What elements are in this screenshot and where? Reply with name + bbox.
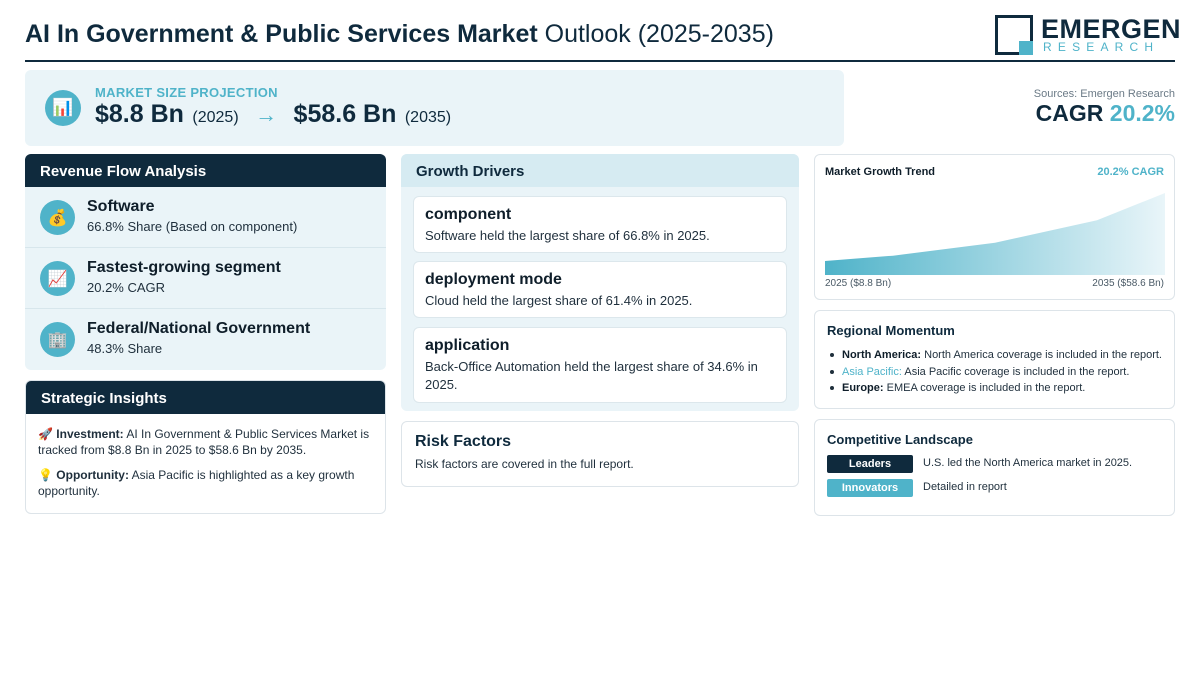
- growth-area-series: [825, 193, 1165, 275]
- driver-title: application: [425, 337, 510, 354]
- end-year: (2035): [404, 109, 452, 126]
- region-text: EMEA coverage is included in the report.: [886, 382, 1086, 394]
- lightbulb-icon: 💡: [38, 468, 53, 482]
- market-growth-chart: Market Growth Trend 20.2% CAGR 2025 ($8.…: [814, 154, 1175, 300]
- competitive-landscape-panel: Competitive Landscape Leaders U.S. led t…: [814, 419, 1175, 516]
- start-value: $8.8 Bn: [95, 100, 184, 128]
- growth-drivers-title: Growth Drivers: [401, 154, 799, 187]
- risk-factors-title: Risk Factors: [415, 433, 512, 450]
- market-size-projection: 📊 MARKET SIZE PROJECTION $8.8 Bn (2025) …: [25, 70, 844, 146]
- chart-x-end-label: 2035 ($58.6 Bn): [1092, 278, 1164, 289]
- strategic-insights-body: 🚀 Investment: AI In Government & Public …: [26, 414, 385, 499]
- insight-item: 🚀 Investment: AI In Government & Public …: [38, 426, 373, 458]
- revenue-item-subtitle: 20.2% CAGR: [87, 280, 166, 295]
- region-list: North America: North America coverage is…: [827, 347, 1162, 397]
- emergen-logo[interactable]: EMERGEN RESEARCH: [995, 14, 1181, 55]
- driver-title: component: [425, 206, 512, 223]
- risk-factors-text: Risk factors are covered in the full rep…: [415, 457, 634, 471]
- rocket-icon: 🚀: [38, 427, 53, 441]
- driver-text: Cloud held the largest share of 61.4% in…: [425, 293, 693, 308]
- revenue-item-title: Fastest-growing segment: [87, 259, 281, 276]
- trend-up-icon: 📈: [40, 261, 75, 296]
- chart-x-start-label: 2025 ($8.8 Bn): [825, 278, 892, 289]
- revenue-item: 📈 Fastest-growing segment 20.2% CAGR: [25, 248, 386, 309]
- leaders-badge: Leaders: [827, 455, 913, 473]
- driver-card: application Back-Office Automation held …: [413, 327, 787, 403]
- cagr-value: 20.2%: [1109, 100, 1175, 126]
- chart-cagr-annotation: 20.2% CAGR: [1097, 166, 1164, 178]
- logo-mark-icon: [995, 15, 1033, 55]
- regional-momentum-title: Regional Momentum: [827, 323, 955, 338]
- arrow-right-icon: →: [255, 102, 278, 127]
- revenue-item-title: Federal/National Government: [87, 320, 311, 337]
- bar-chart-icon: 📊: [45, 90, 81, 126]
- revenue-item-title: Software: [87, 198, 155, 215]
- revenue-item-subtitle: 48.3% Share: [87, 341, 163, 356]
- region-text: North America coverage is included in th…: [924, 349, 1162, 361]
- insight-label: Opportunity:: [56, 468, 129, 482]
- end-value: $58.6 Bn: [293, 100, 397, 128]
- start-year: (2025): [192, 109, 239, 126]
- driver-card: component Software held the largest shar…: [413, 196, 787, 253]
- insight-label: Investment:: [56, 427, 124, 441]
- cagr-label: CAGR: [1035, 100, 1104, 126]
- growth-area-chart: [825, 193, 1165, 275]
- projection-label: MARKET SIZE PROJECTION: [95, 85, 278, 100]
- competitive-text: U.S. led the North America market in 202…: [923, 457, 1133, 469]
- driver-card: deployment mode Cloud held the largest s…: [413, 261, 787, 318]
- revenue-item: 🏢 Federal/National Government 48.3% Shar…: [25, 309, 386, 370]
- region-item: Europe: EMEA coverage is included in the…: [827, 380, 1162, 397]
- page-title-rest: Outlook (2025-2035): [544, 20, 774, 48]
- insight-item: 💡 Opportunity: Asia Pacific is highlight…: [38, 467, 373, 499]
- insight-text: AI In Government & Public Services Marke…: [38, 427, 370, 457]
- competitive-row: Leaders U.S. led the North America marke…: [827, 455, 1162, 479]
- revenue-flow-title: Revenue Flow Analysis: [25, 154, 386, 187]
- revenue-flow-panel: Revenue Flow Analysis 💰 Software 66.8% S…: [25, 154, 386, 370]
- region-label: Asia Pacific:: [842, 365, 902, 378]
- chart-title: Market Growth Trend: [825, 166, 936, 178]
- money-bag-icon: 💰: [40, 200, 75, 235]
- growth-drivers-panel: Growth Drivers component Software held t…: [401, 154, 799, 411]
- cagr-headline: CAGR 20.2%: [1036, 100, 1175, 127]
- region-label: Europe:: [842, 382, 884, 394]
- revenue-item-subtitle: 66.8% Share (Based on component): [87, 219, 298, 234]
- projection-values: $8.8 Bn (2025) → $58.6 Bn (2035): [95, 100, 451, 129]
- competitive-row: Innovators Detailed in report: [827, 479, 1162, 503]
- insight-text: Asia Pacific is highlighted as a key gro…: [38, 468, 355, 498]
- risk-factors-panel: Risk Factors Risk factors are covered in…: [401, 421, 799, 487]
- building-icon: 🏢: [40, 322, 75, 357]
- page-title: AI In Government & Public Services Marke…: [25, 20, 774, 49]
- logo-subtitle: RESEARCH: [1043, 40, 1160, 54]
- region-label: North America:: [842, 349, 922, 361]
- strategic-insights-title: Strategic Insights: [26, 381, 385, 414]
- driver-text: Back-Office Automation held the largest …: [425, 359, 758, 392]
- competitive-text: Detailed in report: [923, 481, 1007, 493]
- revenue-item: 💰 Software 66.8% Share (Based on compone…: [25, 187, 386, 248]
- logo-wordmark: EMERGEN: [1041, 14, 1182, 44]
- page-title-bold: AI In Government & Public Services Marke…: [25, 20, 538, 48]
- driver-text: Software held the largest share of 66.8%…: [425, 228, 710, 243]
- sources-text: Sources: Emergen Research: [1033, 88, 1175, 100]
- regional-momentum-panel: Regional Momentum North America: North A…: [814, 310, 1175, 409]
- region-item: Asia Pacific: Asia Pacific coverage is i…: [827, 364, 1162, 381]
- driver-title: deployment mode: [425, 271, 562, 288]
- region-text: Asia Pacific coverage is included in the…: [904, 365, 1130, 378]
- region-item: North America: North America coverage is…: [827, 347, 1162, 364]
- innovators-badge: Innovators: [827, 479, 913, 497]
- page-header: AI In Government & Public Services Marke…: [25, 12, 1181, 62]
- competitive-landscape-title: Competitive Landscape: [827, 432, 973, 447]
- strategic-insights-panel: Strategic Insights 🚀 Investment: AI In G…: [25, 380, 386, 514]
